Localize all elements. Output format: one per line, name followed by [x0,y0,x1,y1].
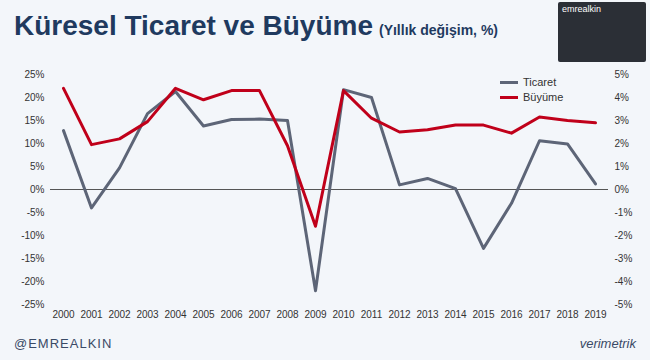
svg-text:2005: 2005 [192,309,215,320]
svg-text:1%: 1% [615,161,630,172]
svg-text:-3%: -3% [615,253,633,264]
svg-text:-20%: -20% [21,276,44,287]
html-text:verimetrik: verimetrik [579,336,636,351]
svg-text:2004: 2004 [164,309,187,320]
svg-text:0%: 0% [615,184,630,195]
svg-text:25%: 25% [24,69,44,80]
svg-text:0%: 0% [30,184,45,195]
svg-text:5%: 5% [615,69,630,80]
svg-text:15%: 15% [24,115,44,126]
svg-text:2%: 2% [615,138,630,149]
svg-text:2018: 2018 [556,309,579,320]
svg-text:2019: 2019 [584,309,607,320]
svg-text:2009: 2009 [304,309,327,320]
svg-text:-10%: -10% [21,230,44,241]
svg-text:2008: 2008 [276,309,299,320]
svg-text:-5%: -5% [27,207,45,218]
svg-text:-2%: -2% [615,230,633,241]
svg-text:-1%: -1% [615,207,633,218]
svg-text:3%: 3% [615,115,630,126]
svg-text:2006: 2006 [220,309,243,320]
svg-text:2003: 2003 [136,309,159,320]
svg-text:2010: 2010 [332,309,355,320]
svg-text:2012: 2012 [388,309,411,320]
svg-text:2017: 2017 [528,309,551,320]
svg-text:4%: 4% [615,92,630,103]
svg-text:2015: 2015 [472,309,495,320]
html-text:emrealkin: emrealkin [562,4,601,14]
html-text:Küresel Ticaret ve Büyüme (Yıl: Küresel Ticaret ve Büyüme (Yıllık değişi… [14,10,498,41]
svg-text:-4%: -4% [615,276,633,287]
html-text:Ticaret: Ticaret [523,76,557,88]
svg-text:2014: 2014 [444,309,467,320]
svg-text:2016: 2016 [500,309,523,320]
html-text:Büyüme: Büyüme [523,91,564,103]
svg-text:-25%: -25% [21,299,44,310]
svg-text:2002: 2002 [108,309,131,320]
svg-text:-5%: -5% [615,299,633,310]
svg-text:2007: 2007 [248,309,271,320]
html-text:@EMREALKIN: @EMREALKIN [14,336,113,351]
svg-text:2000: 2000 [52,309,75,320]
svg-text:2001: 2001 [80,309,103,320]
svg-text:2013: 2013 [416,309,439,320]
svg-text:20%: 20% [24,92,44,103]
svg-text:2011: 2011 [361,309,383,320]
svg-text:5%: 5% [30,161,45,172]
svg-text:10%: 10% [24,138,44,149]
svg-text:-15%: -15% [21,253,44,264]
